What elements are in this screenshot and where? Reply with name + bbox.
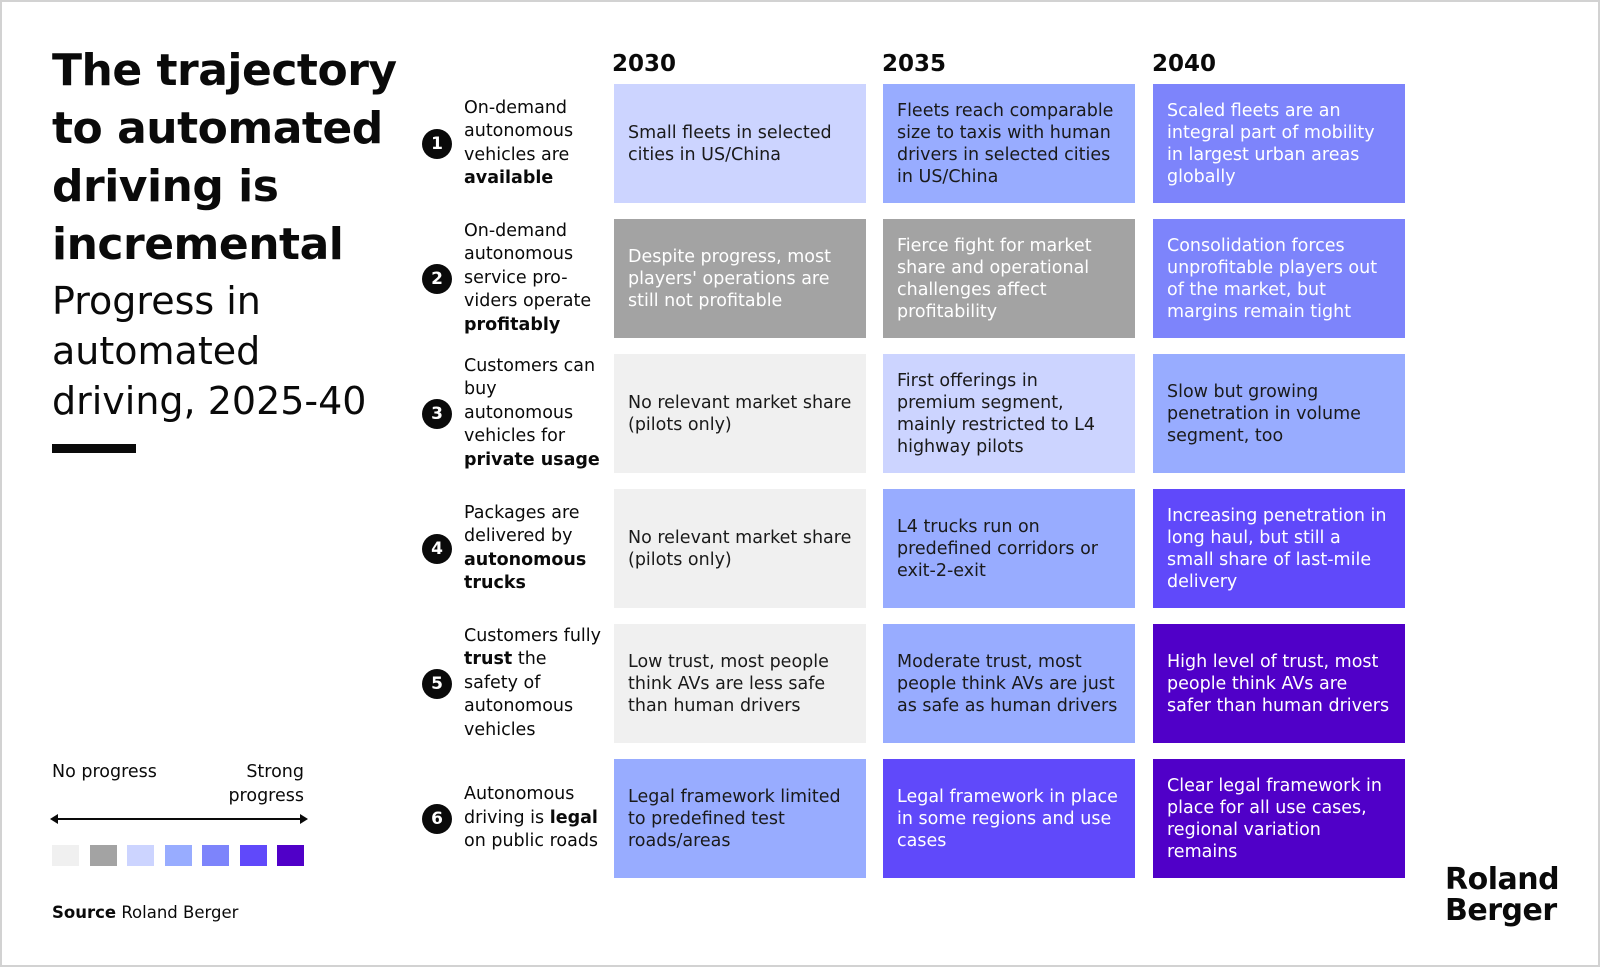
legend-swatch-level-5: [239, 845, 267, 866]
logo-line-1: Roland: [1445, 862, 1560, 897]
page-title: The trajectory to automated driving is i…: [52, 45, 397, 270]
row-label-3: 3 Customers can buy autonomous vehicles f…: [422, 354, 602, 473]
row-label-text-bold: legal: [549, 807, 598, 828]
row-label-6: 6 Autonomous driving is legal on public r…: [422, 759, 602, 878]
row-label-text-bold: available: [464, 168, 554, 188]
row-label-text-plain: On-demand autonomous service pro-viders …: [464, 220, 592, 312]
matrix-cell-row4-2035: L4 trucks run on predefined corridors or…: [883, 489, 1135, 608]
row-label-text-plain: Customers fully: [464, 625, 602, 646]
row-label-text-plain: Packages are delivered by: [464, 502, 580, 547]
row-label-text-tail: on public roads: [464, 831, 599, 852]
source-note: Source Roland Berger: [52, 902, 238, 924]
row-label-5: 5 Customers fully trust the safety of aut…: [422, 624, 602, 743]
matrix-cell-row6-2040: Clear legal framework in place for all u…: [1153, 759, 1405, 878]
matrix-cell-row1-2035: Fleets reach comparable size to taxis wi…: [883, 84, 1135, 203]
legend-swatch-level-4: [202, 845, 229, 866]
row-number-badge: 5: [422, 668, 452, 699]
row-label-text: Customers can buy autonomous vehicles fo…: [464, 355, 602, 473]
source-label: Source: [52, 903, 117, 922]
matrix-cell-row5-2035: Moderate trust, most people think AVs ar…: [883, 624, 1135, 743]
matrix-cell-row3-2040: Slow but growing penetration in volume s…: [1153, 354, 1405, 473]
logo-line-2: Berger: [1445, 893, 1557, 928]
matrix-cell-row2-2030: Despite progress, most players' operatio…: [614, 219, 866, 338]
year-header-2030: 2030: [612, 51, 677, 77]
matrix-cell-row5-2030: Low trust, most people think AVs are les…: [614, 624, 866, 743]
matrix-cell-row3-2035: First offerings in premium segment, main…: [883, 354, 1135, 473]
row-label-text: On-demand autonomous vehicles are availa…: [464, 97, 602, 191]
matrix-cell-row1-2030: Small fleets in selected cities in US/Ch…: [614, 84, 866, 203]
row-label-text: Packages are delivered by autonomous tru…: [464, 502, 602, 596]
row-number-badge: 3: [422, 398, 452, 429]
matrix-cell-row2-2035: Fierce fight for market share and operat…: [883, 219, 1135, 338]
row-label-text: Autonomous driving is legal on public ro…: [464, 783, 602, 854]
year-header-2040: 2040: [1152, 51, 1217, 77]
legend-no-progress-label: No progress: [52, 762, 157, 782]
page-subtitle: Progress in automated driving, 2025-40: [52, 279, 367, 423]
legend-swatch-level-2: [127, 845, 154, 866]
matrix-cell-row6-2035: Legal framework in place in some regions…: [883, 759, 1135, 878]
row-label-text-bold: profitably: [464, 314, 561, 335]
row-label-2: 2 On-demand autonomous service pro-viders…: [422, 219, 602, 338]
row-label-text-bold: autonomous trucks: [464, 549, 587, 594]
matrix-cell-row3-2030: No relevant market share (pilots only): [614, 354, 866, 473]
legend-swatch-level-3: [164, 845, 192, 866]
legend-double-arrow-icon: [50, 814, 308, 824]
year-header-2035: 2035: [882, 51, 947, 77]
row-label-text: On-demand autonomous service pro-viders …: [464, 220, 602, 338]
title-underline: [52, 444, 136, 453]
matrix-cell-row5-2040: High level of trust, most people think A…: [1153, 624, 1405, 743]
row-number-badge: 1: [422, 128, 452, 159]
legend-strong-progress-label: Strong progress: [228, 762, 304, 806]
legend-swatch-level-0: [52, 845, 79, 866]
row-label-4: 4 Packages are delivered by autonomous tr…: [422, 489, 602, 608]
row-label-1: 1 On-demand autonomous vehicles are avail…: [422, 84, 602, 203]
row-label-text-bold: private usage: [464, 449, 600, 470]
matrix-cell-row4-2040: Increasing penetration in long haul, but…: [1153, 489, 1405, 608]
row-label-text-plain: Customers can buy autonomous vehicles fo…: [464, 355, 596, 447]
matrix-cell-row4-2030: No relevant market share (pilots only): [614, 489, 866, 608]
row-number-badge: 2: [422, 263, 452, 294]
row-label-text-plain: On-demand autonomous vehicles are: [464, 97, 574, 165]
legend-swatch-level-6: [277, 845, 304, 866]
source-text: Roland Berger: [121, 903, 239, 922]
row-label-text-plain: Autonomous driving is: [464, 784, 575, 828]
matrix-cell-row2-2040: Consolidation forces unprofitable player…: [1153, 219, 1405, 338]
row-number-badge: 6: [422, 803, 452, 834]
matrix-cell-row6-2030: Legal framework limited to predefined te…: [614, 759, 866, 878]
roland-berger-logo: Roland Berger: [1445, 862, 1560, 928]
matrix-cell-row1-2040: Scaled fleets are an integral part of mo…: [1153, 84, 1405, 203]
row-label-text: Customers fully trust the safety of auto…: [464, 625, 602, 743]
row-number-badge: 4: [422, 533, 452, 564]
row-label-text-tail: the safety of autonomous vehicles: [464, 649, 574, 740]
legend-swatch-level-1: [89, 845, 117, 866]
row-label-text-bold: trust: [464, 649, 513, 670]
